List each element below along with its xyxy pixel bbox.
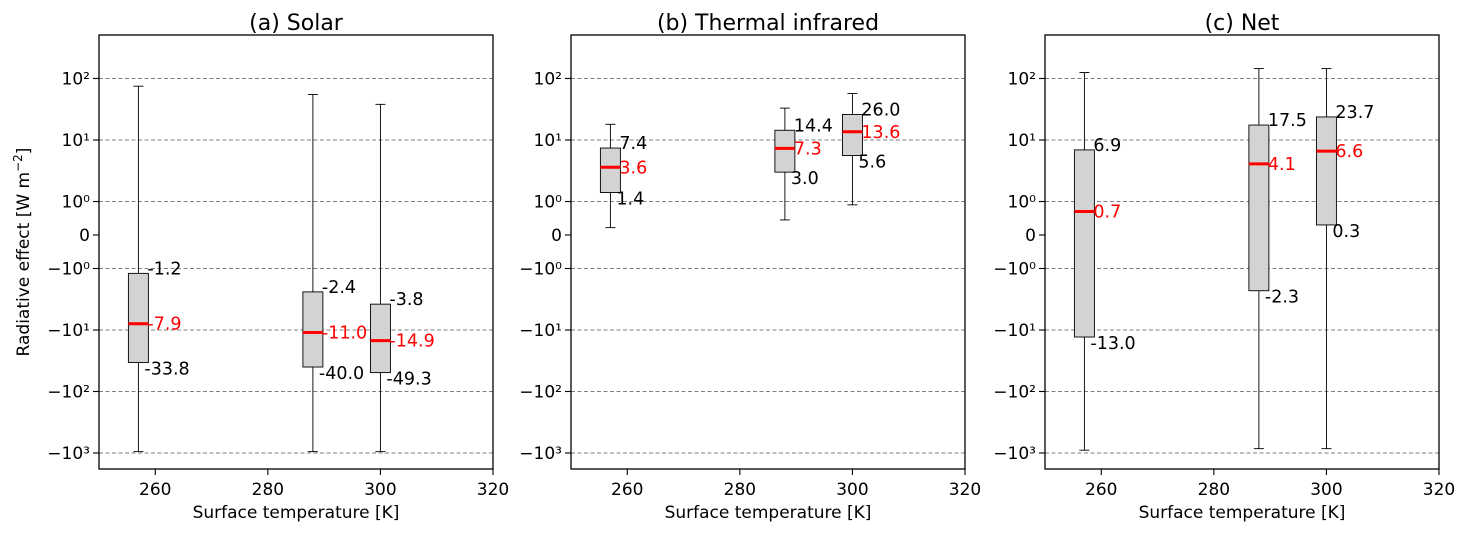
y-tick-label: −10² (47, 383, 90, 403)
x-tick-label: 320 (949, 480, 981, 500)
y-tick-label: −10³ (47, 444, 90, 464)
x-tick-label: 280 (252, 480, 284, 500)
y-tick-label: −10⁰ (519, 260, 562, 280)
iqr-box (599, 147, 621, 193)
box-3: -3.8 -14.9 -49.3 (369, 103, 435, 453)
y-tick-label: 10¹ (62, 131, 90, 151)
iqr-box (1248, 124, 1270, 292)
median-label: 4.1 (1268, 155, 1296, 175)
y-tick-label: 10¹ (534, 131, 562, 151)
iqr-box (841, 114, 863, 156)
q3-label: 6.9 (1093, 136, 1121, 156)
box-2: 17.5 4.1 -2.3 (1248, 68, 1307, 450)
iqr-box (774, 129, 796, 173)
x-tick-label: 280 (724, 480, 756, 500)
x-axis-label: Surface temperature [K] (665, 503, 872, 523)
plot-frame (570, 34, 966, 470)
q3-label: 23.7 (1335, 103, 1374, 123)
y-tick-label: −10⁰ (47, 260, 90, 280)
box-3: 23.7 6.6 0.3 (1315, 68, 1374, 450)
q3-label: 26.0 (861, 100, 900, 120)
x-tick-label: 300 (1310, 480, 1342, 500)
y-tick-label: 10⁰ (534, 193, 563, 213)
x-tick-label: 320 (477, 480, 509, 500)
median-label: 0.7 (1093, 203, 1121, 223)
box-1: -1.2 -7.9 -33.8 (127, 85, 190, 453)
q1-label: -49.3 (386, 370, 431, 390)
median-label: 6.6 (1335, 142, 1363, 162)
q1-label: -2.3 (1265, 288, 1299, 308)
y-tick-label: −10¹ (993, 321, 1036, 341)
q1-label: 5.6 (858, 152, 886, 172)
y-tick-label: −10³ (993, 444, 1036, 464)
q1-label: -33.8 (144, 360, 189, 380)
box-2: 14.4 7.3 3.0 (774, 107, 833, 221)
q3-label: 17.5 (1268, 111, 1307, 131)
y-tick-label: 10² (534, 70, 562, 90)
q1-label: -40.0 (319, 364, 364, 384)
x-axis-label: Surface temperature [K] (1139, 503, 1346, 523)
q3-label: 14.4 (794, 116, 833, 136)
median-label: -11.0 (322, 324, 367, 344)
q1-label: 0.3 (1332, 222, 1360, 242)
iqr-box (1315, 116, 1337, 226)
y-tick-label: 10⁰ (62, 193, 91, 213)
q1-label: 3.0 (791, 169, 819, 189)
y-tick-label: 0 (79, 226, 90, 246)
panel-title: (b) Thermal infrared (657, 11, 879, 36)
panel-title: (c) Net (1205, 11, 1280, 36)
y-tick-label: −10¹ (519, 321, 562, 341)
box-1: 6.9 0.7 -13.0 (1073, 72, 1136, 451)
box-2: -2.4 -11.0 -40.0 (302, 94, 367, 453)
plot-frame (98, 34, 494, 470)
x-tick-label: 260 (1085, 480, 1117, 500)
q1-label: -13.0 (1090, 334, 1135, 354)
y-axis-label: Radiative effect [W m−2] (11, 148, 34, 357)
median-label: 13.6 (861, 123, 900, 143)
x-tick-label: 280 (1198, 480, 1230, 500)
y-tick-label: 10⁰ (1008, 193, 1037, 213)
x-tick-label: 260 (139, 480, 171, 500)
q3-label: -2.4 (322, 278, 356, 298)
x-tick-label: 260 (611, 480, 643, 500)
q1-label: 1.4 (616, 190, 644, 210)
panel-title: (a) Solar (249, 11, 344, 36)
box-3: 26.0 13.6 5.6 (841, 93, 900, 206)
box-1: 7.4 3.6 1.4 (599, 123, 647, 229)
x-tick-label: 320 (1423, 480, 1455, 500)
iqr-box (369, 303, 391, 374)
iqr-box (302, 291, 324, 368)
iqr-box (1073, 149, 1095, 338)
median-label: 3.6 (619, 158, 647, 178)
q3-label: -1.2 (147, 259, 181, 279)
q3-label: 7.4 (619, 134, 647, 154)
x-tick-label: 300 (836, 480, 868, 500)
panel-1: −10³ −10² −10¹ −10⁰ 0 10⁰ 10¹ 10² 260 280 300 320 Su… (47, 11, 509, 523)
y-tick-label: 10¹ (1008, 131, 1036, 151)
y-tick-label: 10² (62, 70, 90, 90)
y-tick-label: 10² (1008, 70, 1036, 90)
y-tick-label: −10² (519, 383, 562, 403)
plot-frame (1044, 34, 1440, 470)
panel-2: −10³ −10² −10¹ −10⁰ 0 10⁰ 10¹ 10² 260 280 300 320 Su… (519, 11, 981, 523)
y-tick-label: −10² (993, 383, 1036, 403)
median-label: 7.3 (794, 139, 822, 159)
q3-label: -3.8 (389, 290, 423, 310)
y-tick-label: −10⁰ (993, 260, 1036, 280)
median-label: -14.9 (389, 332, 434, 352)
y-tick-label: 0 (1025, 226, 1036, 246)
median-label: -7.9 (147, 315, 181, 335)
panel-3: −10³ −10² −10¹ −10⁰ 0 10⁰ 10¹ 10² 260 280 300 320 Su… (993, 11, 1455, 523)
x-tick-label: 300 (364, 480, 396, 500)
y-tick-label: −10¹ (47, 321, 90, 341)
iqr-box (127, 272, 149, 363)
y-tick-label: −10³ (519, 444, 562, 464)
x-axis-label: Surface temperature [K] (193, 503, 400, 523)
y-tick-label: 0 (551, 226, 562, 246)
